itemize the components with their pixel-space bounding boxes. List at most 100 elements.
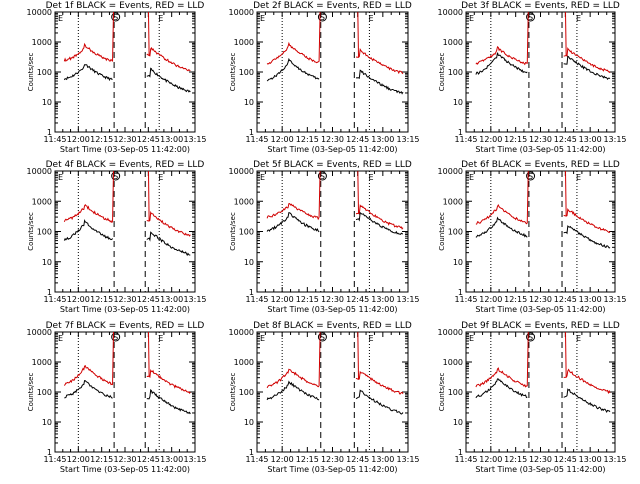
plot-frame <box>256 11 409 133</box>
x-tick-label: 13:00 <box>160 135 183 144</box>
y-tick-label: 1000 <box>32 197 52 206</box>
lld-series-line <box>475 45 611 74</box>
y-tick-label: 1000 <box>234 38 254 47</box>
x-tick-label: 13:15 <box>183 135 206 144</box>
events-series-line <box>63 218 191 257</box>
x-tick-label: 12:00 <box>479 135 502 144</box>
lld-series-line <box>475 203 611 234</box>
events-series-line <box>64 380 191 415</box>
events-series-line <box>475 378 611 414</box>
x-tick-label: 13:00 <box>579 135 602 144</box>
y-tick-label: 100 <box>239 68 254 77</box>
x-tick-label: 12:45 <box>137 135 160 144</box>
x-tick-label: 11:45 <box>43 135 66 144</box>
plot-frame <box>54 11 196 133</box>
x-tick-label: 12:45 <box>346 455 369 464</box>
x-tick-label: 12:15 <box>296 455 319 464</box>
x-tick-label: 11:45 <box>245 135 268 144</box>
y-tick-label: 10000 <box>229 8 254 17</box>
y-tick-label: 10000 <box>229 167 254 176</box>
s-marker-label: S <box>113 13 118 22</box>
y-tick-label: 1 <box>47 288 52 297</box>
x-tick-label: 12:45 <box>554 135 577 144</box>
x-tick-label: 12:30 <box>113 295 136 304</box>
panel-det-6: Det 6f BLACK = Events, RED = LLD 1 10 100 10… <box>438 160 627 314</box>
e-marker-label: E <box>369 14 374 23</box>
y-tick-label: 10 <box>244 98 254 107</box>
x-tick-label: 13:00 <box>371 295 394 304</box>
panel-title: Det 2f BLACK = Events, RED = LLD <box>253 1 412 11</box>
x-axis-label: Start Time (03-Sep-05 11:42:00) <box>60 465 190 474</box>
x-axis-label: Start Time (03-Sep-05 11:42:00) <box>267 145 397 154</box>
e-marker-label: E <box>469 334 474 343</box>
x-tick-label: 13:15 <box>603 455 626 464</box>
y-tick-label: 100 <box>37 228 52 237</box>
x-tick-label: 12:00 <box>67 295 90 304</box>
x-tick-label: 12:30 <box>113 135 136 144</box>
x-tick-label: 12:15 <box>504 455 527 464</box>
lld-series-line <box>266 41 404 75</box>
x-tick-label: 12:30 <box>529 455 552 464</box>
plot-frame <box>465 331 616 453</box>
y-tick-label: 10 <box>453 418 463 427</box>
x-tick-label: 13:00 <box>371 135 394 144</box>
y-tick-label: 100 <box>448 68 463 77</box>
x-tick-label: 13:15 <box>396 455 419 464</box>
x-tick-label: 11:45 <box>245 455 268 464</box>
y-axis-label: Counts/sec <box>438 373 446 412</box>
x-tick-label: 12:45 <box>137 455 160 464</box>
y-tick-label: 100 <box>37 388 52 397</box>
panel-det-4: Det 4f BLACK = Events, RED = LLD 1 10 100 10… <box>27 160 207 314</box>
s-marker-label: S <box>528 333 533 342</box>
y-tick-label: 100 <box>448 388 463 397</box>
y-tick-label: 1000 <box>32 38 52 47</box>
e-marker-label: E <box>469 173 474 182</box>
s-marker-circle <box>317 332 327 342</box>
lld-saturation-fall <box>564 331 567 378</box>
s-marker-label: S <box>320 13 325 22</box>
e-marker-label: E <box>369 334 374 343</box>
x-tick-label: 12:45 <box>554 455 577 464</box>
events-series-line <box>475 216 611 249</box>
plot-frame <box>256 331 409 453</box>
e-marker-label: E <box>576 14 581 23</box>
y-tick-label: 1 <box>47 128 52 137</box>
y-tick-label: 10 <box>42 418 52 427</box>
lld-saturation-rise <box>526 170 529 224</box>
panel-title: Det 1f BLACK = Events, RED = LLD <box>46 1 205 11</box>
x-tick-label: 13:00 <box>371 455 394 464</box>
y-tick-label: 10000 <box>438 8 463 17</box>
y-axis-label: Counts/sec <box>27 212 35 251</box>
events-series-line <box>475 52 611 81</box>
e-marker-label: E <box>58 173 63 182</box>
x-tick-label: 13:15 <box>183 295 206 304</box>
events-series-line <box>63 64 191 93</box>
events-series-line <box>266 57 404 95</box>
x-tick-label: 13:00 <box>579 295 602 304</box>
e-marker-label: E <box>58 14 63 23</box>
lld-series-line <box>63 364 191 394</box>
x-tick-label: 13:15 <box>396 295 419 304</box>
y-tick-label: 10 <box>453 258 463 267</box>
x-tick-label: 12:45 <box>346 135 369 144</box>
e-marker-label: E <box>260 14 265 23</box>
lld-saturation-rise <box>526 11 529 64</box>
panel-det-1: Det 1f BLACK = Events, RED = LLD 1 10 100 10… <box>27 1 207 154</box>
x-tick-label: 11:45 <box>43 295 66 304</box>
y-axis-label: Counts/sec <box>27 53 35 92</box>
x-tick-label: 13:00 <box>579 455 602 464</box>
x-tick-label: 12:00 <box>271 135 294 144</box>
y-tick-label: 100 <box>448 228 463 237</box>
s-marker-circle <box>526 12 536 22</box>
x-tick-label: 13:15 <box>183 455 206 464</box>
y-tick-label: 10000 <box>229 328 254 337</box>
x-tick-label: 12:15 <box>90 455 113 464</box>
y-tick-label: 100 <box>239 388 254 397</box>
y-tick-label: 1 <box>249 288 254 297</box>
lld-saturation-fall <box>147 11 150 56</box>
x-axis-label: Start Time (03-Sep-05 11:42:00) <box>475 305 605 314</box>
e-marker-label: E <box>260 334 265 343</box>
y-tick-label: 10 <box>244 258 254 267</box>
s-marker-circle <box>317 12 327 22</box>
